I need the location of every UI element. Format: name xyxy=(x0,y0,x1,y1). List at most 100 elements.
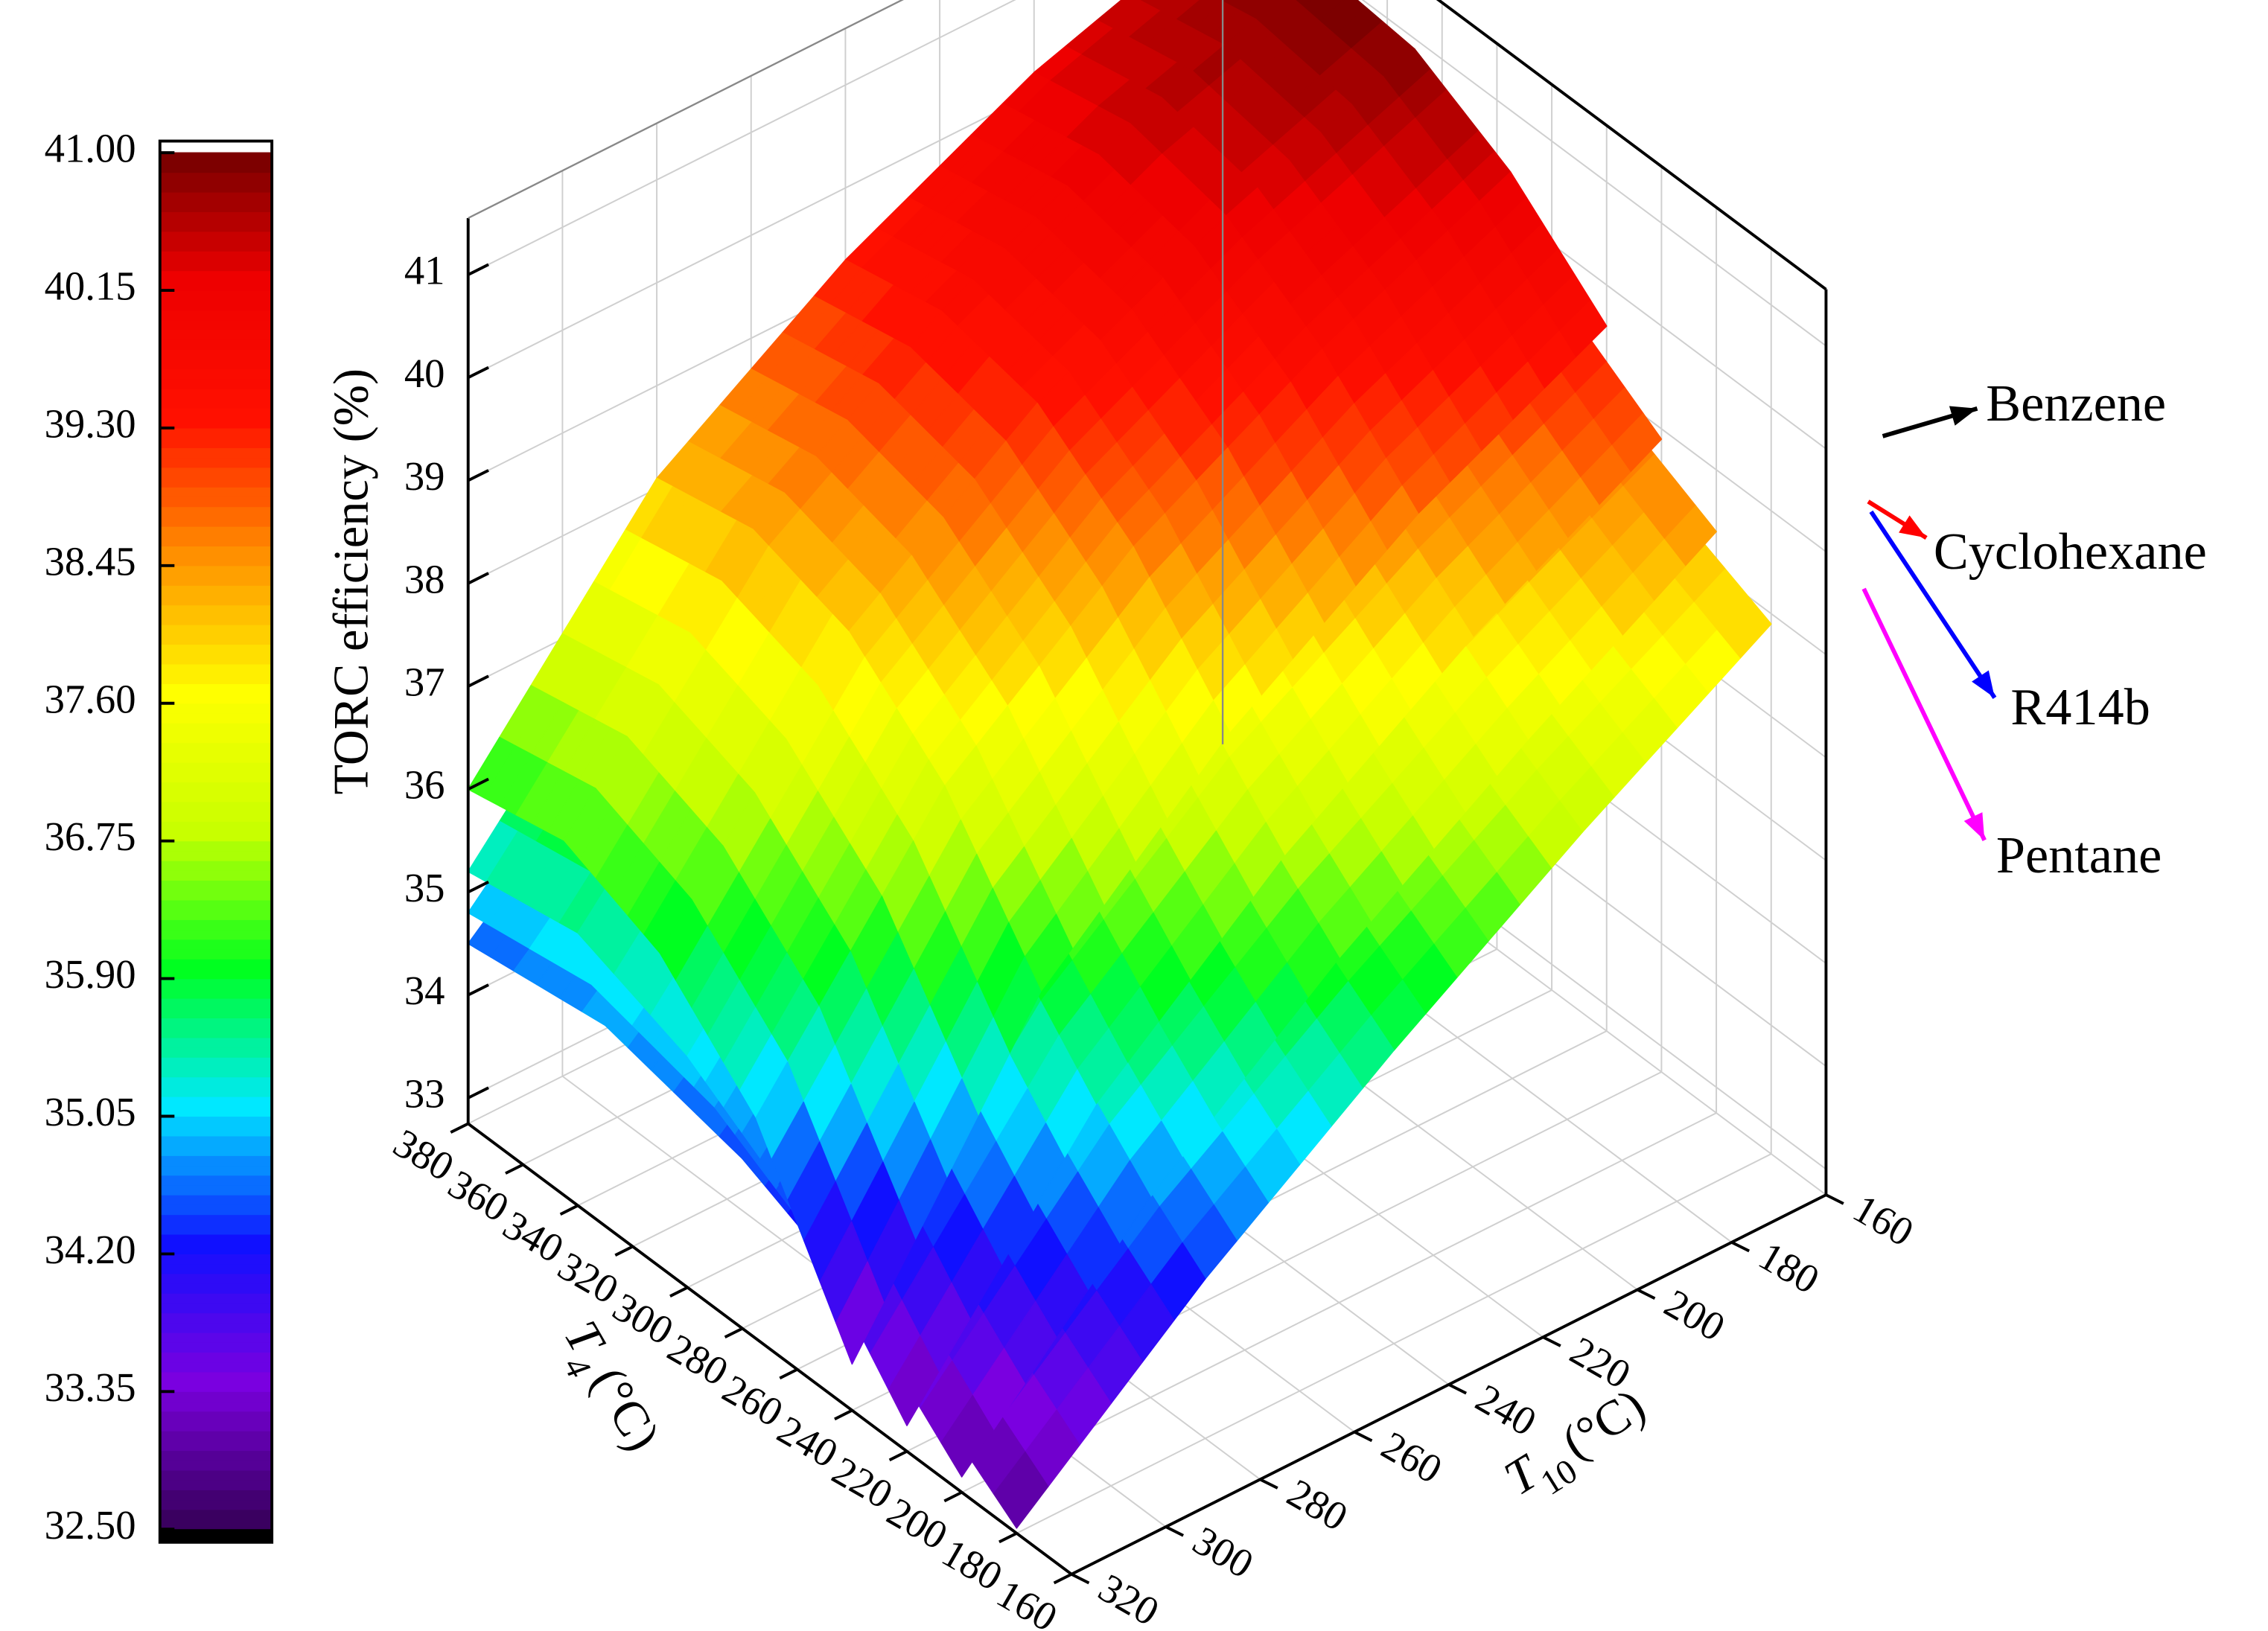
legend-label: Benzene xyxy=(1986,374,2166,433)
colorbar-band xyxy=(159,712,273,724)
z-tick-label: 35 xyxy=(404,865,445,910)
legend-arrow xyxy=(1869,510,1997,699)
tick-mark xyxy=(1637,1288,1656,1300)
z-tick-label: 38 xyxy=(404,556,445,601)
tick-mark xyxy=(943,1490,963,1503)
surface-patch xyxy=(993,1451,1049,1529)
colorbar-band xyxy=(159,1341,273,1353)
colorbar-band xyxy=(159,722,273,733)
surface-patch xyxy=(1294,0,1313,8)
colorbar-band xyxy=(159,1460,273,1471)
colorbar-band xyxy=(159,890,273,901)
tick-mark xyxy=(1053,1572,1072,1585)
axis-line xyxy=(1436,0,1827,291)
colorbar-band xyxy=(159,1164,273,1176)
colorbar-tick-label: 35.05 xyxy=(45,1089,136,1134)
z-tick-label: 36 xyxy=(404,762,445,808)
colorbar-tick-label: 40.15 xyxy=(45,264,136,309)
colorbar-band xyxy=(159,998,273,1009)
colorbar-band xyxy=(159,1351,273,1363)
colorbar-band xyxy=(159,1213,273,1225)
colorbar-band xyxy=(159,1292,273,1304)
colorbar-band xyxy=(159,1027,273,1038)
z-tick-label: 41 xyxy=(404,248,445,293)
colorbar-tick-label: 38.45 xyxy=(45,538,136,584)
z-tick-label: 34 xyxy=(404,968,445,1013)
colorbar-band xyxy=(159,339,273,350)
colorbar-band xyxy=(159,1381,273,1392)
colorbar-band xyxy=(159,840,273,852)
axis-line xyxy=(468,0,904,220)
colorbar-tick-label: 34.20 xyxy=(45,1227,136,1272)
colorbar-band xyxy=(159,152,273,163)
legend-label: Cyclohexane xyxy=(1934,523,2207,581)
tick-mark xyxy=(467,469,489,482)
colorbar-band xyxy=(159,703,273,714)
colorbar-band xyxy=(159,1371,273,1382)
z-tick-label: 40 xyxy=(404,351,445,396)
z-tick-label: 39 xyxy=(404,453,445,499)
tick-mark xyxy=(467,572,489,585)
colorbar-band xyxy=(159,624,273,635)
colorbar-band xyxy=(159,771,273,783)
colorbar-band xyxy=(159,1420,273,1431)
colorbar-band xyxy=(159,584,273,596)
colorbar-end xyxy=(159,1529,273,1542)
colorbar-band xyxy=(159,1175,273,1186)
colorbar-band xyxy=(159,231,273,242)
tick-mark xyxy=(998,1531,1018,1544)
colorbar-band xyxy=(159,1076,273,1088)
colorbar-band xyxy=(159,476,273,488)
surface-patch xyxy=(940,1395,994,1478)
tick-mark xyxy=(467,1086,489,1099)
colorbar-tick-label: 35.90 xyxy=(45,951,136,997)
colorbar-band xyxy=(159,977,273,989)
grid-line xyxy=(1361,0,1827,347)
colorbar-band xyxy=(159,211,273,223)
colorbar-band xyxy=(159,486,273,497)
colorbar-band xyxy=(159,1479,273,1490)
colorbar-band xyxy=(159,594,273,606)
colorbar-band xyxy=(159,171,273,183)
colorbar-band xyxy=(159,1499,273,1510)
colorbar-band xyxy=(159,1194,273,1205)
tick-mark xyxy=(1071,1572,1090,1585)
colorbar-band xyxy=(159,1411,273,1422)
colorbar-tick-label: 33.35 xyxy=(45,1365,136,1410)
colorbar-band xyxy=(159,643,273,655)
colorbar-band xyxy=(159,1273,273,1284)
tick-mark xyxy=(467,366,489,380)
colorbar-band xyxy=(159,879,273,891)
tick-mark xyxy=(1259,1478,1278,1490)
tick-mark xyxy=(467,983,489,997)
colorbar-band xyxy=(159,1302,273,1314)
colorbar-band xyxy=(159,456,273,468)
colorbar-band xyxy=(159,673,273,684)
colorbar-band xyxy=(159,1145,273,1156)
colorbar-band xyxy=(159,1056,273,1068)
colorbar-band xyxy=(159,654,273,665)
colorbar-band xyxy=(159,692,273,704)
colorbar-band xyxy=(159,928,273,940)
colorbar-band xyxy=(159,614,273,625)
colorbar-band xyxy=(159,958,273,969)
colorbar-tick-label: 39.30 xyxy=(45,400,136,446)
colorbar-band xyxy=(159,604,273,616)
z-tick-label: 33 xyxy=(404,1070,445,1116)
colorbar-band xyxy=(159,447,273,459)
tick-mark xyxy=(1730,1241,1751,1253)
tick-mark xyxy=(467,674,489,688)
colorbar-band xyxy=(159,437,273,448)
colorbar-tick-label: 32.50 xyxy=(45,1502,136,1548)
colorbar-band xyxy=(159,1332,273,1343)
colorbar-band xyxy=(159,1204,273,1216)
tick-mark xyxy=(1542,1335,1561,1347)
colorbar-band xyxy=(159,1253,273,1265)
colorbar-band xyxy=(159,467,273,478)
legend-arrowhead xyxy=(1963,812,1985,840)
colorbar-band xyxy=(159,1322,273,1333)
colorbar-band xyxy=(159,1007,273,1018)
colorbar-band xyxy=(159,1449,273,1461)
colorbar-band xyxy=(159,1037,273,1048)
colorbar-band xyxy=(159,270,273,281)
